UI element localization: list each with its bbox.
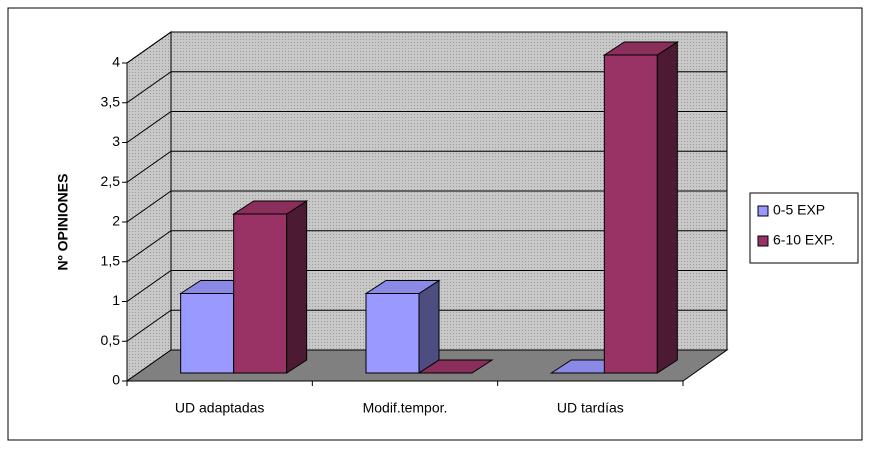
legend-swatch [757, 235, 769, 247]
bar-top [364, 280, 441, 294]
grid-line [126, 71, 727, 104]
grid-line [126, 270, 727, 302]
y-axis-label: Nº OPINIONES [55, 174, 71, 271]
y-tick-label: 4 [112, 54, 120, 70]
grid-line [126, 111, 727, 143]
grid-line [126, 230, 727, 263]
bar-top [602, 41, 680, 56]
bar-side [656, 41, 678, 374]
bar-top [231, 200, 309, 215]
y-tick-label: 1 [112, 292, 120, 308]
legend-label: 6-10 EXP. [773, 232, 835, 248]
x-tick-label: UD tardías [557, 400, 624, 416]
y-tick-label: 0 [112, 372, 120, 388]
y-tick-label: 1,5 [101, 252, 121, 268]
bar-top [417, 359, 494, 374]
y-tick-label: 3,5 [101, 93, 121, 109]
y-tick-label: 2 [112, 213, 120, 229]
y-tick-label: 3 [112, 133, 120, 149]
x-tick-label: Modif.tempor. [363, 400, 448, 416]
plot-area [122, 31, 729, 386]
bar-front [233, 213, 288, 374]
bar-side [418, 279, 440, 374]
legend [749, 192, 859, 264]
y-tick-label: 2,5 [101, 173, 121, 189]
grid-line [126, 31, 727, 64]
legend-swatch [757, 205, 769, 217]
bar-side [286, 200, 308, 374]
y-tick-label: 0,5 [101, 332, 121, 348]
legend-label: 0-5 EXP [773, 202, 825, 218]
grid-line [126, 190, 727, 223]
bar [417, 359, 494, 374]
bar [231, 200, 309, 374]
bar-front [180, 293, 235, 374]
bar [364, 279, 441, 374]
bar [602, 41, 680, 374]
x-tick-label: UD adaptadas [175, 400, 265, 416]
bar-front [365, 293, 420, 374]
grid-line [126, 309, 727, 342]
bar-front [603, 54, 658, 374]
grid-line [126, 150, 727, 183]
